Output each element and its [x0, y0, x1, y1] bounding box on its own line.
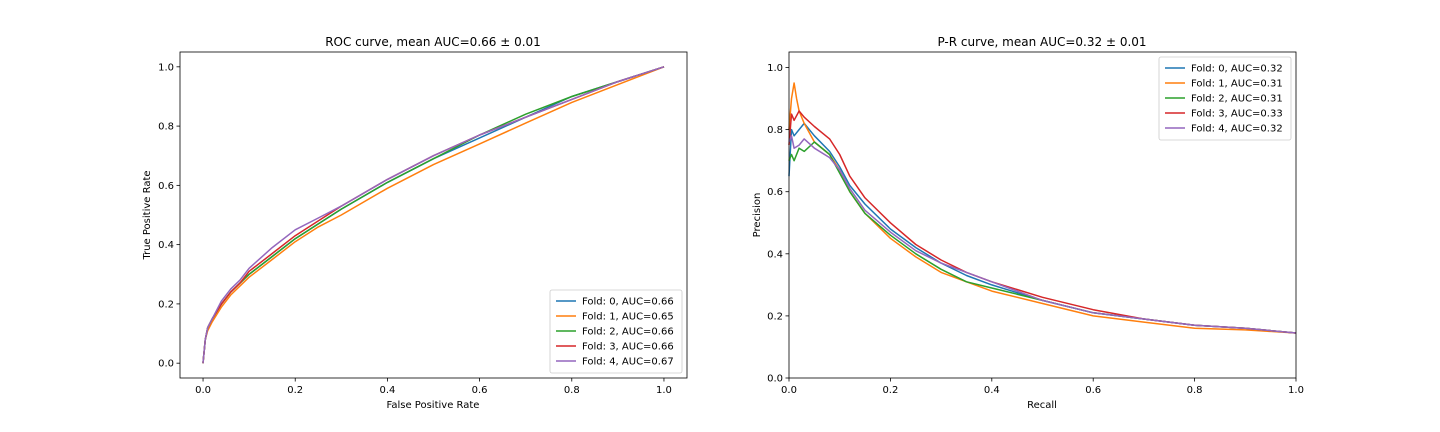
roc-ytick-label: 0.2: [158, 299, 174, 310]
pr-ytick-label: 0.0: [767, 374, 783, 385]
pr-legend-label-0: Fold: 0, AUC=0.32: [1191, 64, 1283, 75]
pr-xtick-label: 0.4: [984, 385, 1000, 396]
pr-xtick-label: 0.8: [1187, 385, 1203, 396]
pr-xtick-label: 0.2: [882, 385, 898, 396]
pr-ytick-label: 0.2: [767, 311, 783, 322]
pr-series-line-4: [788, 135, 1297, 334]
roc-series-line-4: [202, 66, 665, 364]
pr-legend: Fold: 0, AUC=0.32 Fold: 1, AUC=0.31 Fold: …: [1158, 56, 1292, 141]
pr-legend-label-4: Fold: 4, AUC=0.32: [1191, 124, 1283, 135]
roc-legend-label-3: Fold: 3, AUC=0.66: [582, 342, 674, 353]
roc-legend-label-4: Fold: 4, AUC=0.67: [582, 357, 674, 368]
roc-xtick-label: 0.4: [379, 385, 395, 396]
roc-xtick-label: 1.0: [656, 385, 672, 396]
pr-series-line-1: [788, 82, 1297, 334]
roc-legend-box: [549, 289, 683, 374]
pr-xtick-label: 1.0: [1288, 385, 1304, 396]
roc-xtick-label: 0.0: [195, 385, 211, 396]
roc-chart: ROC curve, mean AUC=0.66 ± 0.01 False Po…: [142, 35, 688, 411]
roc-legend-label-0: Fold: 0, AUC=0.66: [582, 297, 674, 308]
pr-ytick-label: 1.0: [767, 63, 783, 74]
roc-legend: Fold: 0, AUC=0.66 Fold: 1, AUC=0.65 Fold: …: [549, 289, 683, 374]
pr-chart: P-R curve, mean AUC=0.32 ± 0.01 Recall P…: [752, 35, 1304, 411]
pr-legend-label-2: Fold: 2, AUC=0.31: [1191, 94, 1283, 105]
roc-ytick-label: 0.6: [158, 181, 174, 192]
roc-legend-label-2: Fold: 2, AUC=0.66: [582, 327, 674, 338]
roc-ylabel: True Positive Rate: [142, 170, 153, 260]
pr-xlabel: Recall: [1027, 400, 1057, 411]
pr-ytick-label: 0.8: [767, 125, 783, 136]
roc-ytick-label: 0.8: [158, 122, 174, 133]
roc-title: ROC curve, mean AUC=0.66 ± 0.01: [325, 35, 541, 49]
roc-ytick-label: 0.0: [158, 359, 174, 370]
roc-xtick-label: 0.8: [564, 385, 580, 396]
roc-axes-frame: [179, 51, 688, 379]
pr-xtick-label: 0.6: [1085, 385, 1101, 396]
roc-legend-label-1: Fold: 1, AUC=0.65: [582, 312, 674, 323]
pr-xtick-label: 0.0: [781, 385, 797, 396]
pr-ytick-label: 0.6: [767, 187, 783, 198]
roc-series-line-1: [202, 66, 665, 364]
pr-series-line-0: [788, 122, 1297, 334]
pr-series-line-3: [788, 110, 1297, 334]
pr-axes-frame: [788, 51, 1297, 379]
roc-ytick-label: 1.0: [158, 62, 174, 73]
roc-xlabel: False Positive Rate: [387, 400, 480, 411]
roc-ytick-label: 0.4: [158, 240, 174, 251]
roc-xtick-label: 0.6: [472, 385, 488, 396]
pr-legend-label-3: Fold: 3, AUC=0.33: [1191, 109, 1283, 120]
pr-legend-label-1: Fold: 1, AUC=0.31: [1191, 79, 1283, 90]
roc-xtick-label: 0.2: [287, 385, 303, 396]
pr-title: P-R curve, mean AUC=0.32 ± 0.01: [937, 35, 1146, 49]
pr-ytick-label: 0.4: [767, 249, 783, 260]
pr-series-line-2: [788, 141, 1297, 334]
pr-legend-box: [1158, 56, 1292, 141]
pr-ylabel: Precision: [752, 193, 763, 238]
